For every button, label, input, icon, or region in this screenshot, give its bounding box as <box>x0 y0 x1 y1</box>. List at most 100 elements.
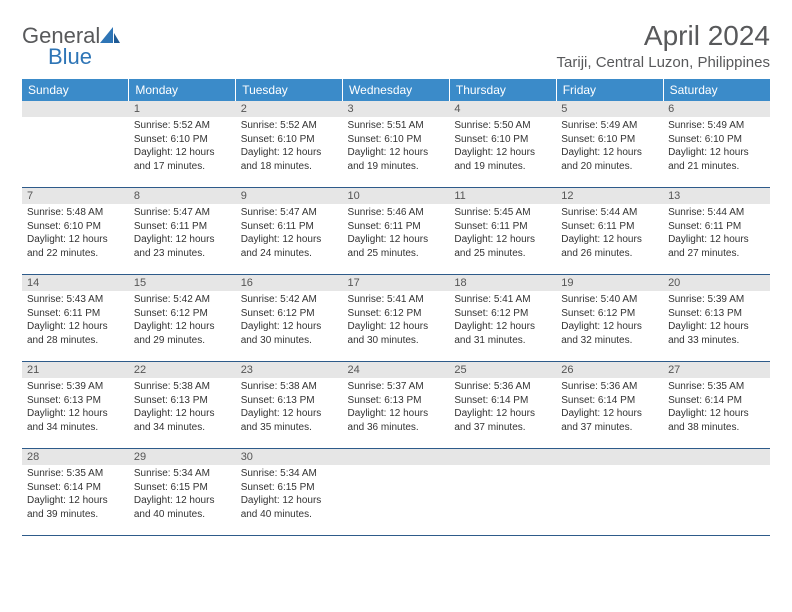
day-number: 19 <box>556 275 663 291</box>
brand-blue-text: Blue <box>22 47 120 68</box>
day-content: Sunrise: 5:35 AMSunset: 6:14 PMDaylight:… <box>663 378 770 438</box>
sunset-text: Sunset: 6:14 PM <box>561 394 658 408</box>
sunset-text: Sunset: 6:11 PM <box>668 220 765 234</box>
day-number-bar: 30 <box>236 449 343 465</box>
day-number: 25 <box>449 362 556 378</box>
sunrise-text: Sunrise: 5:42 AM <box>241 293 338 307</box>
day-number-bar: 11 <box>449 188 556 204</box>
sunset-text: Sunset: 6:13 PM <box>134 394 231 408</box>
daylight-text: Daylight: 12 hours and 33 minutes. <box>668 320 765 347</box>
calendar-day-cell: 14Sunrise: 5:43 AMSunset: 6:11 PMDayligh… <box>22 275 129 362</box>
day-number: 20 <box>663 275 770 291</box>
day-number-bar: 19 <box>556 275 663 291</box>
sunrise-text: Sunrise: 5:45 AM <box>454 206 551 220</box>
day-number-bar <box>449 449 556 465</box>
sunrise-text: Sunrise: 5:48 AM <box>27 206 124 220</box>
day-number-bar: 1 <box>129 101 236 117</box>
daylight-text: Daylight: 12 hours and 38 minutes. <box>668 407 765 434</box>
calendar-day-cell: 1Sunrise: 5:52 AMSunset: 6:10 PMDaylight… <box>129 101 236 188</box>
daylight-text: Daylight: 12 hours and 32 minutes. <box>561 320 658 347</box>
sunrise-text: Sunrise: 5:51 AM <box>348 119 445 133</box>
calendar-day-cell: 22Sunrise: 5:38 AMSunset: 6:13 PMDayligh… <box>129 362 236 449</box>
day-content <box>343 465 450 471</box>
day-number: 14 <box>22 275 129 291</box>
day-number-bar: 3 <box>343 101 450 117</box>
day-number-bar: 12 <box>556 188 663 204</box>
day-number-bar: 16 <box>236 275 343 291</box>
calendar-day-cell <box>449 449 556 536</box>
day-content: Sunrise: 5:38 AMSunset: 6:13 PMDaylight:… <box>236 378 343 438</box>
sunset-text: Sunset: 6:15 PM <box>241 481 338 495</box>
day-content: Sunrise: 5:34 AMSunset: 6:15 PMDaylight:… <box>236 465 343 525</box>
day-number: 27 <box>663 362 770 378</box>
calendar-day-cell: 24Sunrise: 5:37 AMSunset: 6:13 PMDayligh… <box>343 362 450 449</box>
day-number: 6 <box>663 101 770 117</box>
daylight-text: Daylight: 12 hours and 24 minutes. <box>241 233 338 260</box>
daylight-text: Daylight: 12 hours and 18 minutes. <box>241 146 338 173</box>
sunset-text: Sunset: 6:11 PM <box>454 220 551 234</box>
daylight-text: Daylight: 12 hours and 26 minutes. <box>561 233 658 260</box>
daylight-text: Daylight: 12 hours and 27 minutes. <box>668 233 765 260</box>
day-number-bar: 24 <box>343 362 450 378</box>
sunrise-text: Sunrise: 5:42 AM <box>134 293 231 307</box>
day-content: Sunrise: 5:42 AMSunset: 6:12 PMDaylight:… <box>236 291 343 351</box>
day-number: 23 <box>236 362 343 378</box>
sunset-text: Sunset: 6:12 PM <box>134 307 231 321</box>
sunset-text: Sunset: 6:10 PM <box>561 133 658 147</box>
sunrise-text: Sunrise: 5:34 AM <box>134 467 231 481</box>
day-content: Sunrise: 5:37 AMSunset: 6:13 PMDaylight:… <box>343 378 450 438</box>
calendar-day-cell: 13Sunrise: 5:44 AMSunset: 6:11 PMDayligh… <box>663 188 770 275</box>
day-content: Sunrise: 5:43 AMSunset: 6:11 PMDaylight:… <box>22 291 129 351</box>
day-number-bar: 26 <box>556 362 663 378</box>
sunrise-text: Sunrise: 5:38 AM <box>241 380 338 394</box>
sunset-text: Sunset: 6:10 PM <box>454 133 551 147</box>
sail-icon <box>100 26 120 47</box>
calendar-day-cell: 29Sunrise: 5:34 AMSunset: 6:15 PMDayligh… <box>129 449 236 536</box>
sunrise-text: Sunrise: 5:43 AM <box>27 293 124 307</box>
calendar-day-cell <box>343 449 450 536</box>
calendar-week-row: 21Sunrise: 5:39 AMSunset: 6:13 PMDayligh… <box>22 362 770 449</box>
calendar-day-cell: 16Sunrise: 5:42 AMSunset: 6:12 PMDayligh… <box>236 275 343 362</box>
calendar-day-cell <box>556 449 663 536</box>
calendar-day-cell: 3 Sunrise: 5:51 AMSunset: 6:10 PMDaylight… <box>343 101 450 188</box>
day-number-bar: 28 <box>22 449 129 465</box>
day-number-bar: 23 <box>236 362 343 378</box>
calendar-day-cell: 27Sunrise: 5:35 AMSunset: 6:14 PMDayligh… <box>663 362 770 449</box>
daylight-text: Daylight: 12 hours and 34 minutes. <box>27 407 124 434</box>
title-block: April 2024 Tariji, Central Luzon, Philip… <box>557 20 770 71</box>
weekday-header: Saturday <box>663 79 770 101</box>
day-number: 2 <box>236 101 343 117</box>
calendar-day-cell: 4Sunrise: 5:50 AMSunset: 6:10 PMDaylight… <box>449 101 556 188</box>
day-number: 29 <box>129 449 236 465</box>
sunset-text: Sunset: 6:10 PM <box>348 133 445 147</box>
sunset-text: Sunset: 6:12 PM <box>348 307 445 321</box>
day-number-bar: 27 <box>663 362 770 378</box>
calendar-day-cell: 30Sunrise: 5:34 AMSunset: 6:15 PMDayligh… <box>236 449 343 536</box>
sunrise-text: Sunrise: 5:52 AM <box>241 119 338 133</box>
sunrise-text: Sunrise: 5:47 AM <box>241 206 338 220</box>
sunrise-text: Sunrise: 5:39 AM <box>27 380 124 394</box>
day-content: Sunrise: 5:38 AMSunset: 6:13 PMDaylight:… <box>129 378 236 438</box>
calendar-day-cell: 15Sunrise: 5:42 AMSunset: 6:12 PMDayligh… <box>129 275 236 362</box>
daylight-text: Daylight: 12 hours and 19 minutes. <box>348 146 445 173</box>
calendar-day-cell: 20Sunrise: 5:39 AMSunset: 6:13 PMDayligh… <box>663 275 770 362</box>
day-number-bar: 22 <box>129 362 236 378</box>
daylight-text: Daylight: 12 hours and 36 minutes. <box>348 407 445 434</box>
weekday-header: Friday <box>556 79 663 101</box>
day-content <box>449 465 556 471</box>
day-content: Sunrise: 5:40 AMSunset: 6:12 PMDaylight:… <box>556 291 663 351</box>
day-number: 5 <box>556 101 663 117</box>
calendar-day-cell: 6Sunrise: 5:49 AMSunset: 6:10 PMDaylight… <box>663 101 770 188</box>
daylight-text: Daylight: 12 hours and 17 minutes. <box>134 146 231 173</box>
day-number <box>449 449 556 465</box>
sunrise-text: Sunrise: 5:46 AM <box>348 206 445 220</box>
calendar-day-cell: 18Sunrise: 5:41 AMSunset: 6:12 PMDayligh… <box>449 275 556 362</box>
day-number: 13 <box>663 188 770 204</box>
daylight-text: Daylight: 12 hours and 30 minutes. <box>241 320 338 347</box>
day-number: 28 <box>22 449 129 465</box>
sunset-text: Sunset: 6:14 PM <box>27 481 124 495</box>
daylight-text: Daylight: 12 hours and 29 minutes. <box>134 320 231 347</box>
sunset-text: Sunset: 6:11 PM <box>241 220 338 234</box>
day-number-bar: 20 <box>663 275 770 291</box>
calendar-day-cell <box>22 101 129 188</box>
